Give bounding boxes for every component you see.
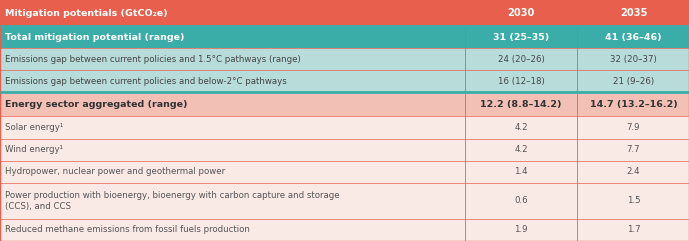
Text: Power production with bioenergy, bioenergy with carbon capture and storage
(CCS): Power production with bioenergy, bioener… <box>5 191 340 211</box>
Text: 4.2: 4.2 <box>515 145 528 154</box>
Bar <box>577 48 689 70</box>
Text: Reduced methane emissions from fossil fuels production: Reduced methane emissions from fossil fu… <box>5 225 249 234</box>
Text: 7.9: 7.9 <box>627 123 640 132</box>
Text: Total mitigation potential (range): Total mitigation potential (range) <box>5 33 185 42</box>
Bar <box>465 183 577 219</box>
Text: 7.7: 7.7 <box>627 145 640 154</box>
Bar <box>0 26 465 48</box>
Bar <box>465 139 577 161</box>
Bar <box>577 183 689 219</box>
Text: 41 (36–46): 41 (36–46) <box>605 33 662 42</box>
Bar <box>577 139 689 161</box>
Bar <box>577 161 689 183</box>
Bar <box>465 161 577 183</box>
Bar <box>465 92 577 116</box>
Text: 14.7 (13.2–16.2): 14.7 (13.2–16.2) <box>590 100 677 109</box>
Text: 0.6: 0.6 <box>515 196 528 205</box>
Text: Emissions gap between current policies and 1.5°C pathways (range): Emissions gap between current policies a… <box>5 55 300 64</box>
Text: 1.5: 1.5 <box>627 196 640 205</box>
Bar <box>465 70 577 92</box>
Bar <box>577 0 689 26</box>
Text: Solar energy¹: Solar energy¹ <box>5 123 63 132</box>
Text: Hydropower, nuclear power and geothermal power: Hydropower, nuclear power and geothermal… <box>5 167 225 176</box>
Bar <box>0 70 465 92</box>
Bar <box>0 161 465 183</box>
Text: 1.4: 1.4 <box>515 167 528 176</box>
Bar <box>577 70 689 92</box>
Text: Mitigation potentials (GtCO₂e): Mitigation potentials (GtCO₂e) <box>5 8 167 18</box>
Text: 32 (20–37): 32 (20–37) <box>610 55 657 64</box>
Bar <box>0 139 465 161</box>
Bar <box>577 116 689 139</box>
Text: 1.7: 1.7 <box>627 225 640 234</box>
Text: 21 (9–26): 21 (9–26) <box>613 77 654 86</box>
Text: 2030: 2030 <box>508 8 535 18</box>
Bar <box>0 183 465 219</box>
Text: 16 (12–18): 16 (12–18) <box>498 77 544 86</box>
Bar <box>0 0 465 26</box>
Text: 31 (25–35): 31 (25–35) <box>493 33 549 42</box>
Bar <box>577 219 689 241</box>
Bar <box>465 0 577 26</box>
Text: 2.4: 2.4 <box>627 167 640 176</box>
Bar <box>577 92 689 116</box>
Bar <box>0 92 465 116</box>
Bar <box>465 116 577 139</box>
Bar <box>0 116 465 139</box>
Bar <box>0 48 465 70</box>
Text: Emissions gap between current policies and below-2°C pathways: Emissions gap between current policies a… <box>5 77 287 86</box>
Text: 2035: 2035 <box>620 8 647 18</box>
Text: Wind energy¹: Wind energy¹ <box>5 145 63 154</box>
Text: 24 (20–26): 24 (20–26) <box>498 55 544 64</box>
Bar <box>577 26 689 48</box>
Text: 1.9: 1.9 <box>515 225 528 234</box>
Bar <box>0 219 465 241</box>
Text: 12.2 (8.8–14.2): 12.2 (8.8–14.2) <box>480 100 562 109</box>
Bar <box>465 48 577 70</box>
Bar <box>465 26 577 48</box>
Bar <box>465 219 577 241</box>
Text: Energy sector aggregated (range): Energy sector aggregated (range) <box>5 100 187 109</box>
Text: 4.2: 4.2 <box>515 123 528 132</box>
